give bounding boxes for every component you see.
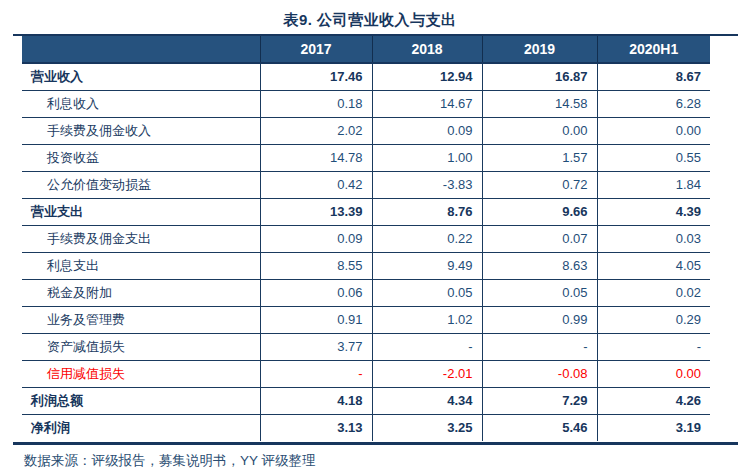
cell-value: 3.25 [372,414,482,441]
header-cell-2017: 2017 [260,36,372,63]
table-row: 信用减值损失--2.01-0.080.00 [22,360,710,387]
cell-value: 0.06 [260,279,372,306]
table-row: 公允价值变动损益0.42-3.830.721.84 [22,171,710,198]
cell-value: 6.28 [597,90,710,117]
row-label: 利息收入 [22,90,260,117]
cell-value: 5.46 [482,414,597,441]
row-label: 净利润 [22,414,260,441]
cell-value: -2.01 [372,360,482,387]
header-cell-2019: 2019 [482,36,597,63]
table-row: 营业支出13.398.769.664.39 [22,198,710,225]
cell-value: 7.29 [482,387,597,414]
cell-value: 0.42 [260,171,372,198]
header-cell-2020h1: 2020H1 [597,36,710,63]
cell-value: -0.08 [482,360,597,387]
row-label: 利润总额 [22,387,260,414]
row-label: 手续费及佣金支出 [22,225,260,252]
cell-value: 0.72 [482,171,597,198]
header-row: 2017 2018 2019 2020H1 [22,36,710,63]
cell-value: 0.07 [482,225,597,252]
row-label: 营业支出 [22,198,260,225]
cell-value: 8.67 [597,63,710,90]
row-label: 营业收入 [22,63,260,90]
cell-value: 4.34 [372,387,482,414]
table-row: 税金及附加0.060.050.050.02 [22,279,710,306]
header-cell-2018: 2018 [372,36,482,63]
cell-value: 0.00 [482,117,597,144]
table-title: 表9. 公司营业收入与支出 [0,11,740,30]
cell-value: 14.67 [372,90,482,117]
row-label: 手续费及佣金收入 [22,117,260,144]
cell-value: -3.83 [372,171,482,198]
table-row: 资产减值损失3.77--- [22,333,710,360]
table-row: 利息收入0.1814.6714.586.28 [22,90,710,117]
cell-value: 0.09 [372,117,482,144]
table-row: 利息支出8.559.498.634.05 [22,252,710,279]
cell-value: 1.00 [372,144,482,171]
cell-value: 4.26 [597,387,710,414]
cell-value: - [372,333,482,360]
bottom-rule [13,442,738,445]
cell-value: 3.19 [597,414,710,441]
table-row: 业务及管理费0.911.020.990.29 [22,306,710,333]
cell-value: 0.29 [597,306,710,333]
table-row: 净利润3.133.255.463.19 [22,414,710,441]
cell-value: 0.00 [597,117,710,144]
cell-value: - [482,333,597,360]
cell-value: 4.05 [597,252,710,279]
cell-value: 3.13 [260,414,372,441]
row-label: 业务及管理费 [22,306,260,333]
cell-value: 2.02 [260,117,372,144]
cell-value: 3.77 [260,333,372,360]
cell-value: - [597,333,710,360]
table-row: 手续费及佣金收入2.020.090.000.00 [22,117,710,144]
data-source-note: 数据来源：评级报告，募集说明书，YY 评级整理 [24,452,316,470]
cell-value: 0.99 [482,306,597,333]
cell-value: 0.18 [260,90,372,117]
cell-value: 4.39 [597,198,710,225]
cell-value: 8.63 [482,252,597,279]
cell-value: 0.02 [597,279,710,306]
cell-value: 0.91 [260,306,372,333]
table-row: 投资收益14.781.001.570.55 [22,144,710,171]
header-cell-blank [22,36,260,63]
cell-value: 0.05 [482,279,597,306]
cell-value: 0.09 [260,225,372,252]
table-body: 营业收入17.4612.9416.878.67利息收入0.1814.6714.5… [22,63,710,441]
row-label: 利息支出 [22,252,260,279]
cell-value: 8.55 [260,252,372,279]
table-row: 营业收入17.4612.9416.878.67 [22,63,710,90]
cell-value: 1.57 [482,144,597,171]
row-label: 信用减值损失 [22,360,260,387]
cell-value: 9.66 [482,198,597,225]
cell-value: 0.22 [372,225,482,252]
cell-value: 1.84 [597,171,710,198]
row-label: 资产减值损失 [22,333,260,360]
cell-value: 4.18 [260,387,372,414]
cell-value: 16.87 [482,63,597,90]
cell-value: 14.58 [482,90,597,117]
cell-value: 14.78 [260,144,372,171]
cell-value: 8.76 [372,198,482,225]
cell-value: - [260,360,372,387]
table-row: 利润总额4.184.347.294.26 [22,387,710,414]
page: 表9. 公司营业收入与支出 2017 2018 2019 2020H1 营业收入… [0,0,740,476]
cell-value: 0.03 [597,225,710,252]
cell-value: 0.55 [597,144,710,171]
cell-value: 0.00 [597,360,710,387]
financial-table: 2017 2018 2019 2020H1 营业收入17.4612.9416.8… [22,36,710,441]
cell-value: 0.05 [372,279,482,306]
cell-value: 1.02 [372,306,482,333]
cell-value: 17.46 [260,63,372,90]
cell-value: 13.39 [260,198,372,225]
table-row: 手续费及佣金支出0.090.220.070.03 [22,225,710,252]
row-label: 税金及附加 [22,279,260,306]
row-label: 投资收益 [22,144,260,171]
cell-value: 12.94 [372,63,482,90]
row-label: 公允价值变动损益 [22,171,260,198]
cell-value: 9.49 [372,252,482,279]
